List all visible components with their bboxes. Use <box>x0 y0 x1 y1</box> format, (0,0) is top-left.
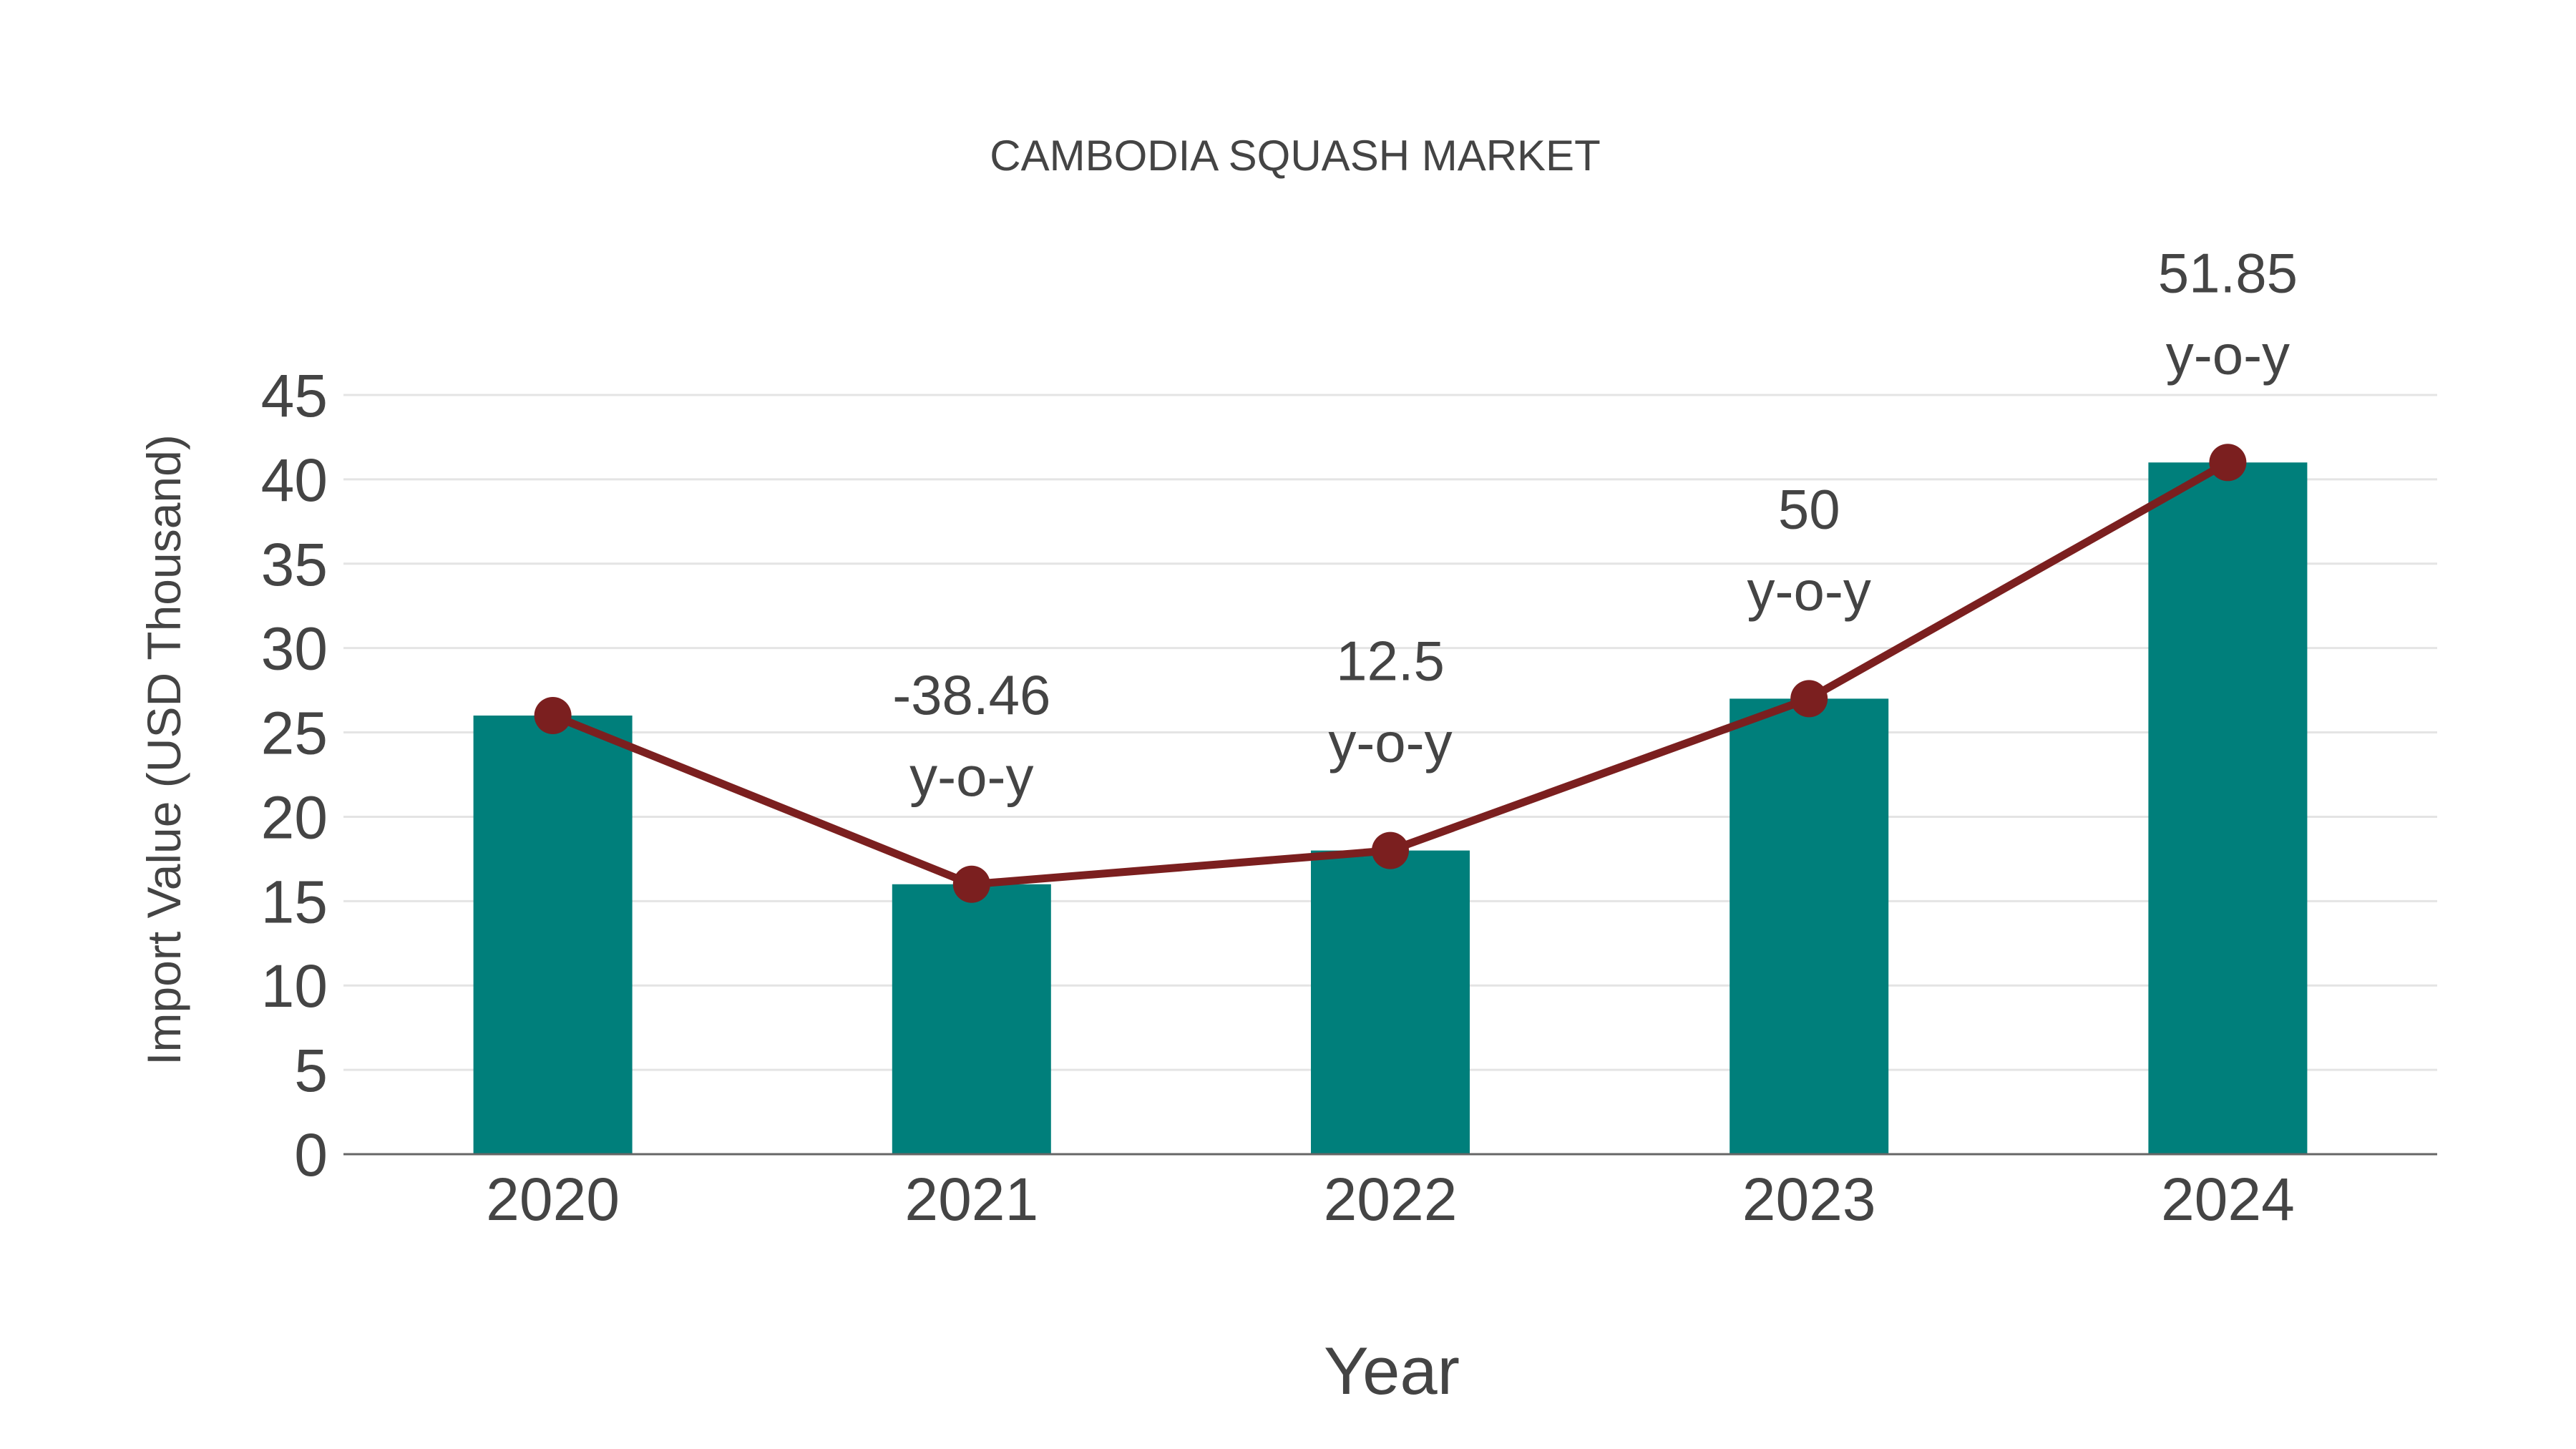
y-axis-title: Import Value (USD Thousand) <box>137 434 190 1065</box>
bar-2020 <box>473 715 633 1154</box>
y-tick-label: 30 <box>261 615 328 683</box>
y-tick-label: 20 <box>261 784 328 851</box>
bars <box>473 462 2308 1154</box>
y-tick-label: 40 <box>261 447 328 514</box>
yoy-value-label: 12.5 <box>1336 630 1445 693</box>
x-tick-label: 2020 <box>486 1166 620 1233</box>
line-point-2022 <box>1372 831 1409 869</box>
bar-2022 <box>1311 850 1470 1154</box>
y-tick-label: 0 <box>294 1121 328 1189</box>
yoy-value-label: 51.85 <box>2158 241 2298 304</box>
x-tick-label: 2023 <box>1742 1166 1876 1233</box>
bar-2021 <box>892 884 1051 1154</box>
yoy-value-label: 50 <box>1778 477 1840 540</box>
chart-title: CAMBODIA SQUASH MARKET <box>990 132 1600 180</box>
y-tick-label: 15 <box>261 868 328 935</box>
x-tick-label: 2024 <box>2161 1166 2295 1233</box>
yoy-suffix-label: y-o-y <box>909 745 1033 808</box>
x-tick-label: 2021 <box>904 1166 1038 1233</box>
bar-2024 <box>2148 462 2308 1154</box>
bar-2023 <box>1729 698 1889 1154</box>
yoy-suffix-label: y-o-y <box>1747 559 1871 622</box>
line-point-2020 <box>534 696 572 734</box>
line-point-2021 <box>952 865 990 903</box>
annotations: -38.46 y-o-y 12.5 y-o-y 50 y-o-y 51.85 y-o-y <box>892 241 2298 807</box>
yoy-suffix-label: y-o-y <box>1328 711 1452 774</box>
gridlines <box>343 394 2437 1071</box>
y-tick-label: 10 <box>261 952 328 1020</box>
y-tick-label: 45 <box>261 362 328 429</box>
x-axis-title: Year <box>1324 1333 1460 1408</box>
yoy-value-label: -38.46 <box>892 663 1050 726</box>
yoy-suffix-label: y-o-y <box>2166 323 2290 386</box>
x-tick-labels: 2020 2021 2022 2023 2024 <box>486 1166 2295 1233</box>
line-point-2024 <box>2209 444 2247 482</box>
y-tick-labels: 0 5 10 15 20 25 30 35 40 45 <box>261 362 328 1189</box>
y-tick-label: 5 <box>294 1037 328 1104</box>
y-tick-label: 35 <box>261 531 328 598</box>
y-tick-label: 25 <box>261 700 328 767</box>
x-tick-label: 2022 <box>1324 1166 1458 1233</box>
line-point-2023 <box>1790 680 1828 718</box>
trend-line <box>534 444 2247 903</box>
